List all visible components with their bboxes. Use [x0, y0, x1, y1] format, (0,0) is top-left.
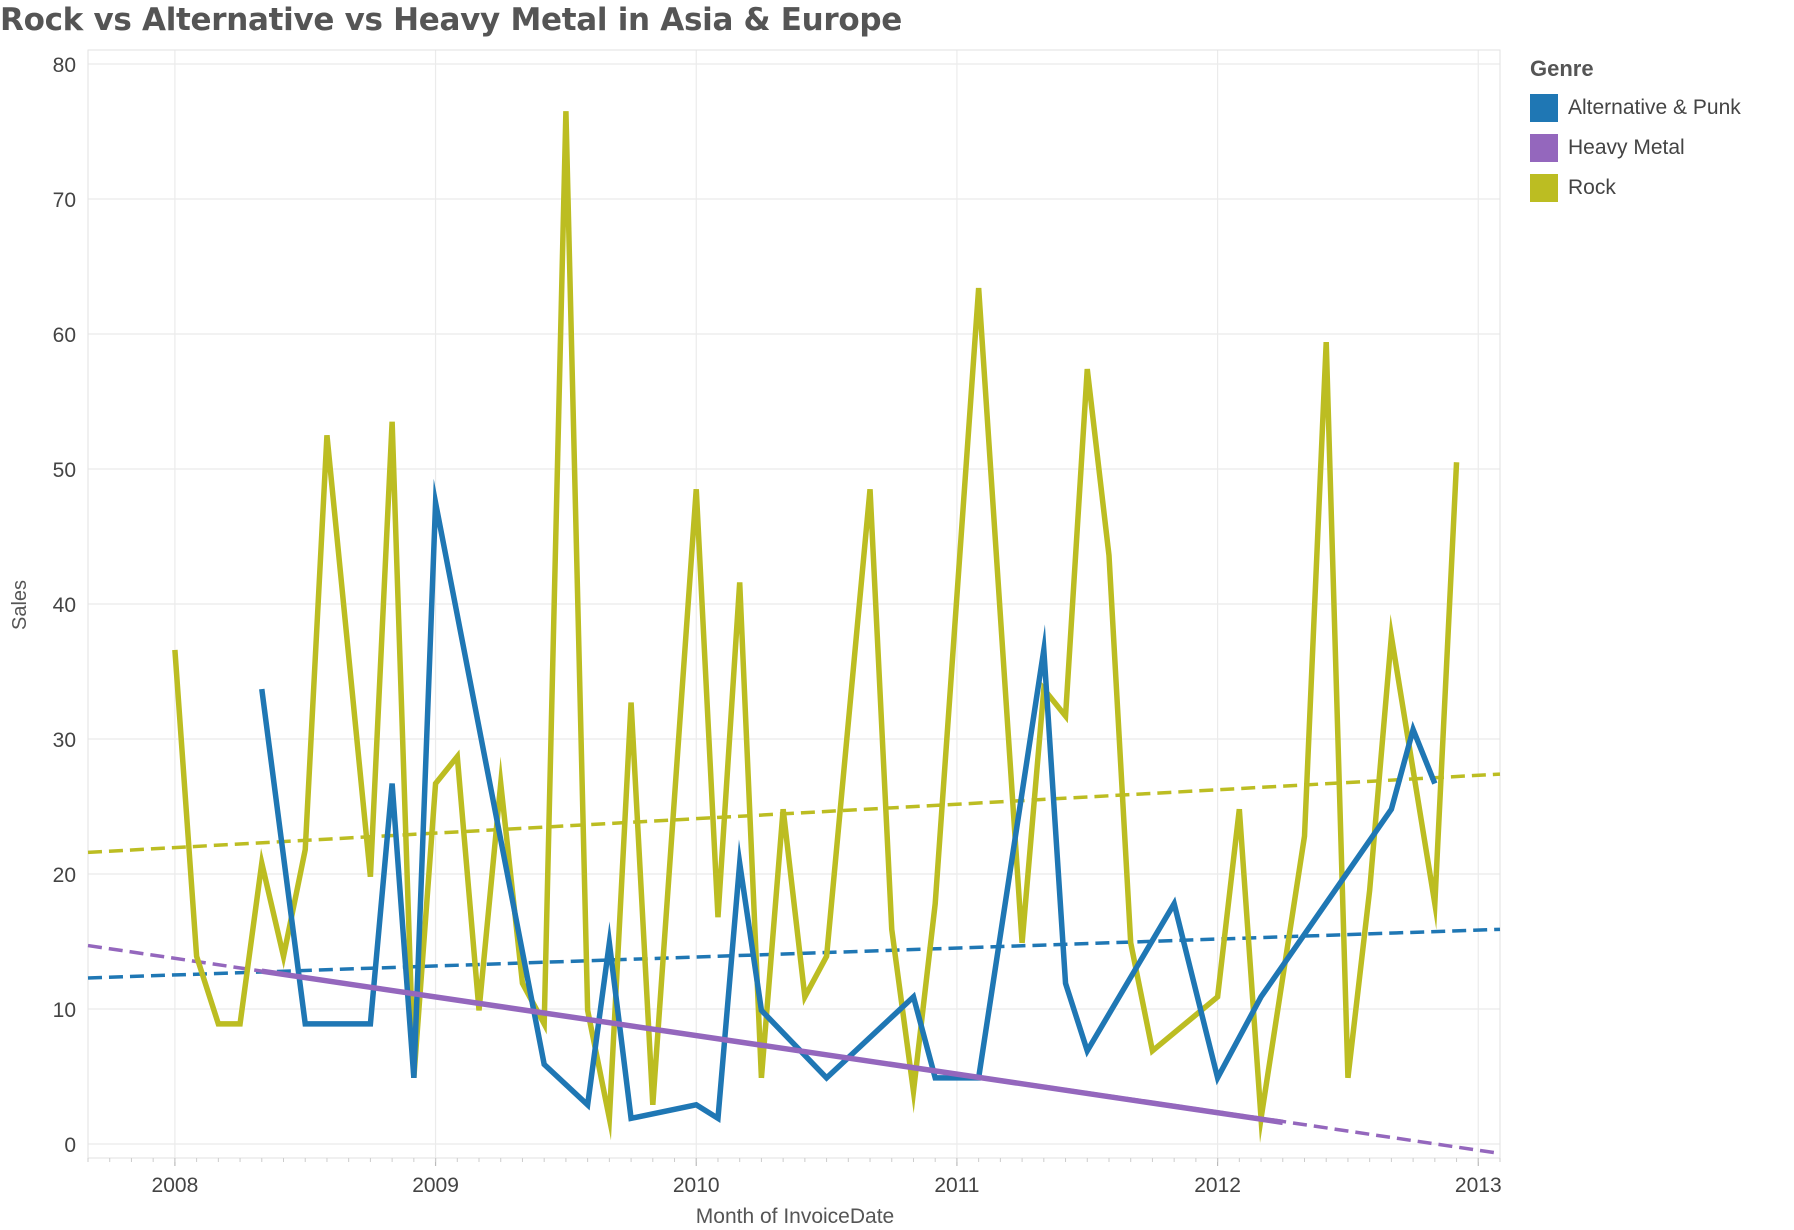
y-tick-label: 0	[64, 1134, 76, 1157]
x-tick-label: 2011	[934, 1174, 979, 1197]
legend-swatch	[1530, 134, 1558, 162]
y-tick-label: 70	[53, 189, 76, 212]
x-tick-label: 2008	[152, 1174, 199, 1197]
y-axis-label: Sales	[9, 580, 31, 630]
x-axis-label: Month of InvoiceDate	[696, 1205, 894, 1228]
y-tick-label: 60	[53, 324, 76, 347]
legend-title: Genre	[1530, 56, 1594, 81]
x-tick-label: 2010	[673, 1174, 720, 1197]
legend-item-alternative[interactable]: Alternative & Punk	[1530, 88, 1741, 128]
trend-line	[87, 772, 1501, 855]
y-tick-label: 80	[53, 54, 76, 77]
legend-swatch	[1530, 174, 1558, 202]
tick-labels: 0 10 20 30 40 50 60 70 80 2008 2009 2010 2011 2012 201…	[53, 54, 1502, 1197]
series-line	[259, 478, 1438, 1124]
y-tick-label: 10	[53, 999, 76, 1022]
series-line	[172, 111, 1460, 1144]
series-line	[261, 968, 1284, 1126]
y-tick-label: 20	[53, 864, 76, 887]
x-tick-label: 2013	[1455, 1174, 1502, 1197]
y-tick-label: 40	[53, 594, 76, 617]
legend-label: Alternative & Punk	[1568, 96, 1741, 119]
x-tick-label: 2012	[1194, 1174, 1241, 1197]
y-tick-label: 30	[53, 729, 76, 752]
legend-item-heavy-metal[interactable]: Heavy Metal	[1530, 128, 1741, 168]
plot-border	[87, 49, 1501, 1159]
legend-label: Heavy Metal	[1568, 136, 1685, 159]
legend-swatch	[1530, 94, 1558, 122]
x-tick-label: 2009	[412, 1174, 459, 1197]
y-tick-label: 50	[53, 459, 76, 482]
legend-item-rock[interactable]: Rock	[1530, 168, 1741, 208]
series-lines	[172, 111, 1460, 1144]
legend-label: Rock	[1568, 176, 1616, 199]
legend: Genre Alternative & Punk Heavy Metal Roc…	[1530, 56, 1741, 208]
trend-line	[87, 927, 1501, 980]
axes	[87, 49, 1501, 1166]
chart-title: Rock vs Alternative vs Heavy Metal in As…	[0, 2, 903, 38]
